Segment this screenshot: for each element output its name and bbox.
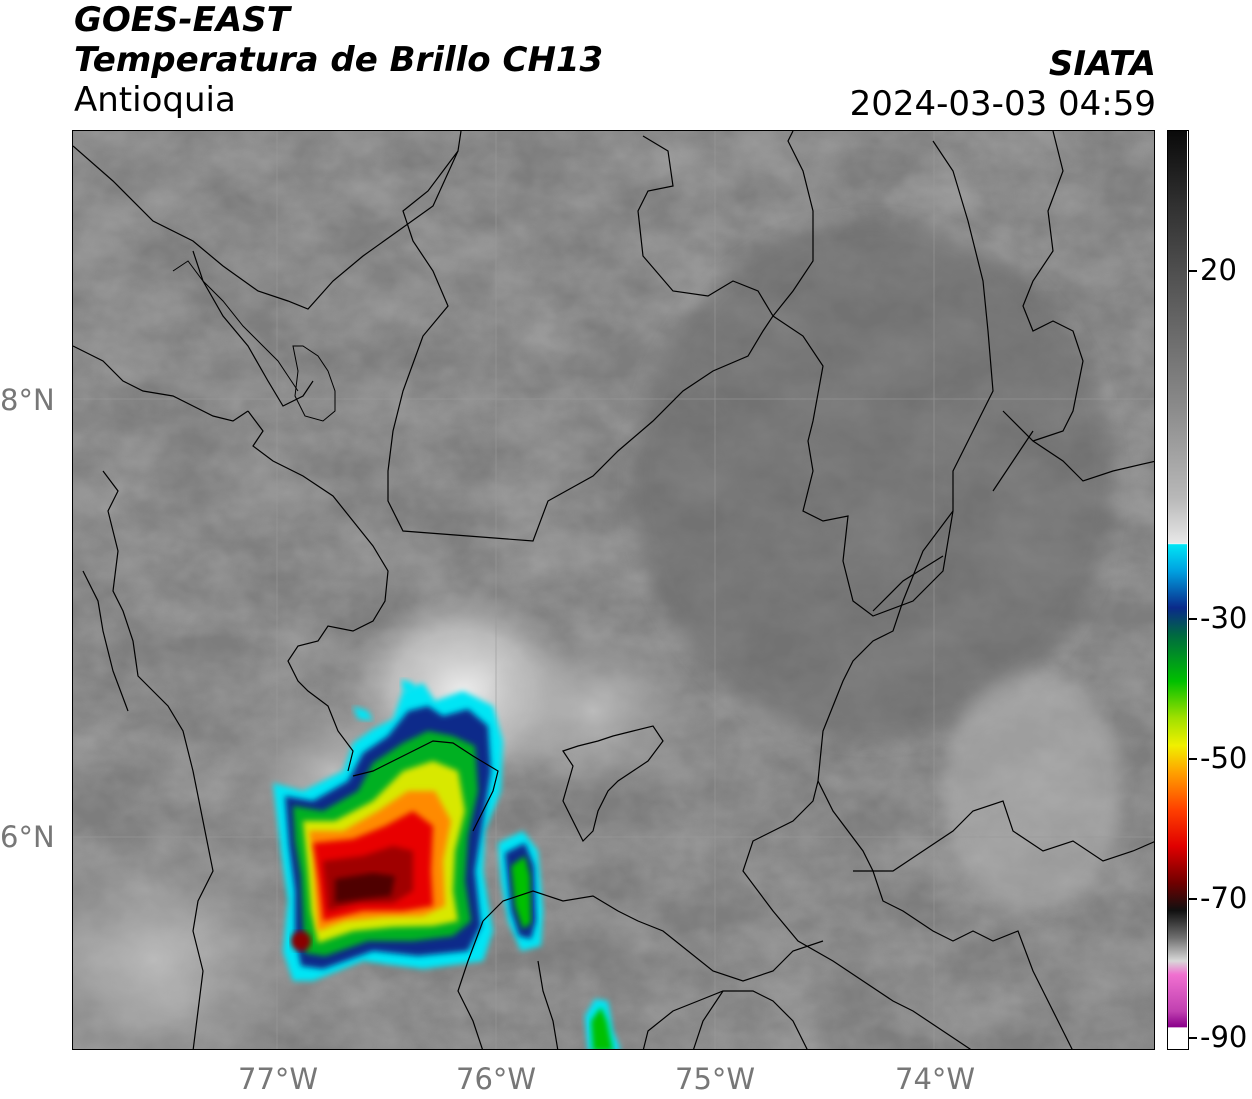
colorbar-tick	[1189, 1037, 1197, 1039]
timestamp-label: 2024-03-03 04:59	[849, 84, 1156, 124]
colorbar-tick	[1189, 898, 1197, 900]
colorbar-label-minus70: -70	[1200, 881, 1248, 915]
storm-cell-main	[273, 683, 503, 981]
colorbar-label-minus50: -50	[1200, 741, 1248, 775]
lon-label-75w: 75°W	[675, 1062, 756, 1096]
brand-label: SIATA	[1048, 44, 1156, 84]
satellite-map	[72, 130, 1155, 1050]
title-block: GOES-EAST Temperatura de Brillo CH13 Ant…	[74, 0, 603, 120]
colorbar-tick	[1189, 758, 1197, 760]
colorbar-gradient	[1168, 131, 1187, 1048]
map-canvas	[73, 131, 1154, 1049]
lon-label-77w: 77°W	[238, 1062, 319, 1096]
storm-cell-north-fringe	[353, 679, 418, 721]
colorbar-tick	[1189, 270, 1197, 272]
light-cloud-east	[943, 671, 1123, 911]
colorbar-label-minus90: -90	[1200, 1020, 1248, 1054]
colorbar-label-minus30: -30	[1200, 601, 1248, 635]
lon-label-76w: 76°W	[456, 1062, 537, 1096]
storm-cell-east	[498, 831, 543, 951]
header-right: SIATA 2024-03-03 04:59	[850, 44, 1156, 124]
gridlines	[73, 131, 1154, 1049]
storm-cell-south	[585, 999, 621, 1049]
light-cloud-center	[483, 621, 703, 801]
lat-label-6n: 6°N	[0, 820, 55, 854]
coastline	[172, 260, 336, 422]
dark-region	[633, 221, 1113, 741]
light-cloud-southwest	[73, 821, 323, 1049]
colorbar	[1167, 130, 1189, 1050]
lat-label-8n: 8°N	[0, 383, 55, 417]
region-subtitle: Antioquia	[74, 80, 236, 120]
title-satellite: GOES-EAST	[74, 0, 290, 40]
lon-label-74w: 74°W	[895, 1062, 976, 1096]
colorbar-tick	[1189, 618, 1197, 620]
department-boundaries	[73, 131, 1154, 1049]
colorbar-label-20: 20	[1200, 253, 1237, 287]
title-product: Temperatura de Brillo CH13	[74, 40, 604, 80]
